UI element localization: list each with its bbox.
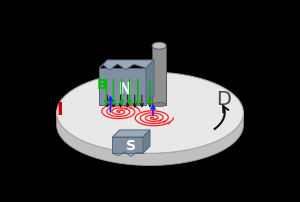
Text: S: S: [126, 139, 136, 152]
Polygon shape: [99, 69, 146, 105]
Polygon shape: [99, 61, 154, 71]
Ellipse shape: [152, 43, 166, 50]
Polygon shape: [146, 61, 154, 105]
Polygon shape: [112, 137, 143, 154]
FancyBboxPatch shape: [152, 46, 166, 105]
Text: N: N: [118, 81, 131, 96]
Ellipse shape: [152, 103, 166, 107]
Polygon shape: [112, 130, 150, 137]
Text: D: D: [216, 89, 230, 108]
Polygon shape: [57, 113, 243, 166]
Ellipse shape: [57, 73, 243, 154]
Text: I: I: [56, 100, 63, 118]
Text: B: B: [97, 78, 108, 92]
Polygon shape: [143, 130, 150, 154]
